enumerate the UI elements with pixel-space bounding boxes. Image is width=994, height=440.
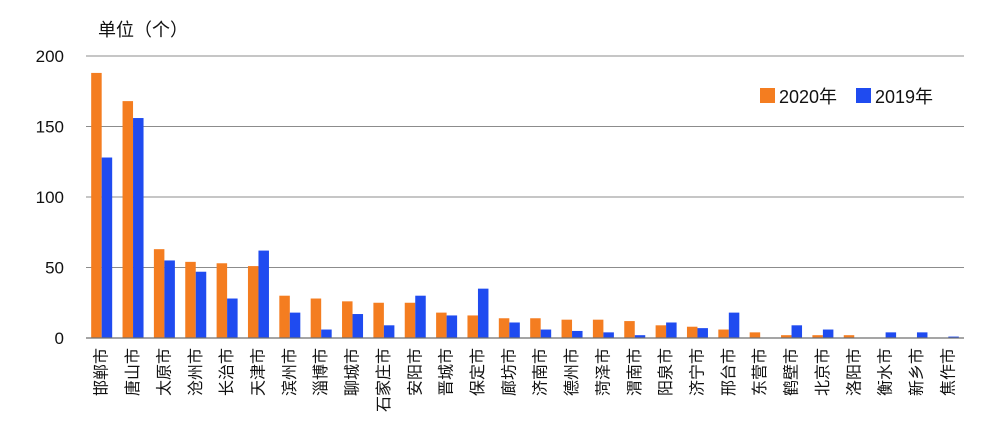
x-category-label: 邢台市 [719, 348, 738, 396]
x-category-label: 东营市 [750, 348, 769, 396]
x-category-label: 鹤壁市 [782, 348, 801, 396]
legend: 2020年 2019年 [760, 87, 933, 107]
legend-label-2020: 2020年 [779, 87, 837, 107]
bar-2019-13 [509, 322, 520, 338]
x-category-label: 菏泽市 [593, 348, 612, 396]
bar-2019-3 [195, 271, 207, 338]
bar-2019-9 [383, 325, 395, 338]
bar-2019-25 [885, 332, 897, 338]
x-category-label: 聊城市 [343, 348, 362, 396]
bar-2020-4 [216, 263, 228, 338]
x-category-label: 济宁市 [687, 348, 706, 396]
y-axis-unit-label: 单位（个） [98, 20, 188, 41]
bar-2019-23 [822, 329, 834, 338]
bar-2019-0 [101, 157, 113, 338]
bar-2020-16 [592, 319, 604, 338]
y-tick-label: 50 [45, 259, 64, 278]
bar-2020-19 [686, 326, 698, 338]
bar-2020-0 [91, 72, 102, 339]
x-category-label: 晋城市 [437, 348, 456, 396]
bar-2020-17 [624, 321, 635, 338]
bar-2020-23 [812, 335, 823, 338]
bar-2019-8 [352, 314, 364, 338]
bar-2020-1 [122, 101, 134, 339]
bar-2019-20 [728, 312, 740, 338]
x-category-label: 北京市 [813, 348, 832, 396]
bar-2020-20 [718, 329, 729, 338]
bar-2020-2 [153, 249, 165, 338]
x-category-label: 天津市 [248, 348, 267, 396]
bar-2020-24 [843, 335, 855, 338]
bar-2020-9 [373, 302, 384, 338]
bars [91, 72, 959, 339]
bar-2019-5 [258, 250, 269, 338]
bar-2019-16 [603, 332, 614, 338]
x-category-label: 保定市 [468, 348, 487, 396]
bar-2019-22 [791, 325, 803, 338]
y-tick-label: 200 [36, 47, 64, 66]
legend-swatch-2020 [760, 88, 775, 103]
legend-label-2019: 2019年 [875, 87, 933, 107]
y-tick-label: 0 [55, 329, 64, 348]
x-category-label: 阳泉市 [656, 348, 675, 396]
bar-2019-26 [916, 332, 928, 338]
bar-2019-15 [572, 330, 583, 338]
bar-2020-8 [342, 301, 353, 338]
bar-2019-18 [666, 322, 677, 338]
x-category-label: 安阳市 [405, 348, 424, 396]
bar-2020-14 [530, 318, 541, 338]
x-axis-category-labels: 邯郸市 唐山市 太原市 沧州市 长治市 天津市 滨州市 淄博市 聊城市 石家庄市 安阳市 晋城市 保定市… [92, 348, 958, 412]
x-category-label: 新乡市 [907, 348, 926, 396]
y-tick-label: 150 [36, 118, 64, 137]
x-category-label: 衡水市 [876, 348, 895, 396]
x-category-label: 太原市 [154, 348, 173, 396]
x-category-label: 唐山市 [123, 348, 142, 396]
x-category-label: 沧州市 [186, 348, 205, 396]
x-category-label: 济南市 [531, 348, 550, 396]
x-category-label: 淄博市 [311, 348, 330, 396]
bar-2019-27 [948, 336, 959, 338]
bar-2020-18 [655, 325, 667, 338]
bar-2019-11 [446, 315, 458, 338]
bar-2019-1 [133, 118, 144, 338]
bar-2019-17 [634, 335, 646, 338]
x-category-label: 渭南市 [625, 348, 644, 396]
bar-2019-4 [227, 298, 238, 338]
bar-2019-2 [164, 260, 175, 338]
bar-2020-11 [436, 312, 447, 338]
bar-2020-21 [749, 332, 761, 338]
bar-2020-15 [561, 319, 573, 338]
bar-2020-13 [498, 318, 510, 338]
x-category-label: 焦作市 [938, 348, 957, 396]
bar-2020-12 [467, 315, 478, 338]
bar-2020-5 [247, 266, 259, 338]
x-category-label: 石家庄市 [374, 348, 393, 412]
x-category-label: 邯郸市 [92, 348, 111, 396]
grid-lines [86, 55, 964, 268]
bar-2019-14 [540, 329, 552, 338]
legend-swatch-2019 [856, 88, 871, 103]
bar-2020-6 [279, 295, 290, 338]
bar-2020-22 [781, 335, 792, 338]
bar-2019-19 [697, 328, 708, 338]
bar-2019-10 [415, 295, 426, 338]
x-category-label: 洛阳市 [844, 348, 863, 396]
x-category-label: 长治市 [217, 348, 236, 396]
bar-2020-10 [404, 302, 416, 338]
x-category-label: 德州市 [562, 348, 581, 396]
y-tick-label: 100 [36, 188, 64, 207]
bar-2020-3 [185, 261, 196, 338]
bar-2019-12 [477, 288, 489, 338]
y-axis-ticks: 0 50 100 150 200 [36, 47, 64, 348]
x-category-label: 廊坊市 [499, 348, 518, 396]
bar-2019-7 [321, 329, 332, 338]
bar-2019-6 [289, 312, 301, 338]
x-category-label: 滨州市 [280, 348, 299, 396]
bar-2020-7 [310, 298, 322, 338]
